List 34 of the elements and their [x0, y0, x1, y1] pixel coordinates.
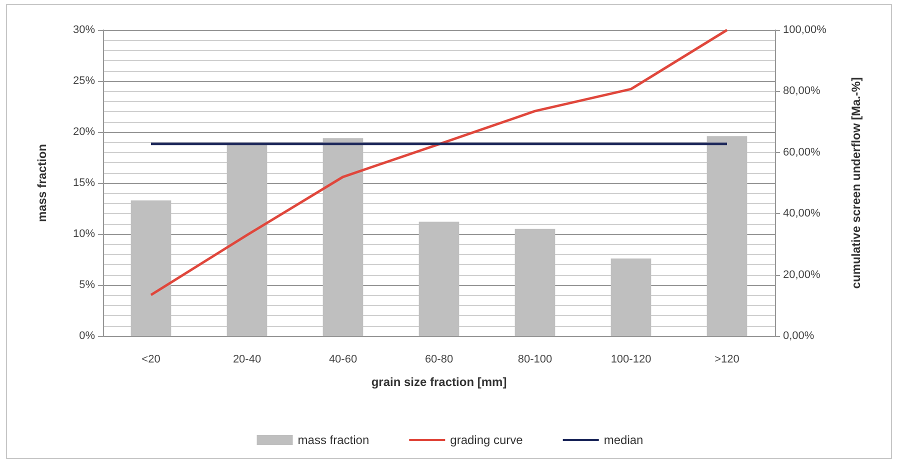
- y2-tick-label: 40,00%: [783, 208, 821, 220]
- legend-label: grading curve: [450, 433, 524, 447]
- legend-label: median: [604, 433, 644, 447]
- y2-tick-label: 100,00%: [783, 24, 827, 36]
- x-tick-label: >120: [714, 354, 740, 366]
- y-tick-label: 5%: [79, 279, 96, 291]
- x-tick-label: 40-60: [328, 354, 358, 366]
- y-tick-label: 30%: [72, 24, 96, 36]
- y2-tick-label: 0,00%: [783, 330, 814, 342]
- y-tick-label: 20%: [72, 126, 96, 138]
- bar: [130, 200, 172, 336]
- y2-tick-label: 60,00%: [783, 146, 821, 158]
- y-tick-label: 25%: [72, 75, 96, 87]
- y-tick-label: 0%: [79, 330, 96, 342]
- x-axis-title: grain size fraction [mm]: [371, 375, 507, 389]
- bar: [226, 144, 268, 336]
- bar: [706, 136, 748, 336]
- x-tick-label: 20-40: [232, 354, 262, 366]
- y2-axis-title: cumulative screen underflow [Ma.-%]: [849, 77, 863, 289]
- y2-tick-label: 80,00%: [783, 85, 821, 98]
- bar: [322, 138, 364, 336]
- y-tick-label: 15%: [72, 177, 96, 189]
- y-axis-title: mass fraction: [35, 144, 49, 222]
- x-tick-label: <20: [142, 354, 160, 366]
- legend-label: mass fraction: [298, 433, 370, 447]
- x-tick-label: 100-120: [610, 354, 652, 366]
- y-tick-label: 10%: [72, 228, 96, 240]
- bar: [418, 222, 460, 336]
- y2-tick-label: 20,00%: [783, 268, 821, 281]
- x-tick-label: 60-80: [424, 354, 454, 366]
- bar: [610, 258, 652, 336]
- x-tick-label: 80-100: [518, 354, 552, 366]
- line-series: [150, 28, 728, 296]
- bar: [514, 228, 556, 336]
